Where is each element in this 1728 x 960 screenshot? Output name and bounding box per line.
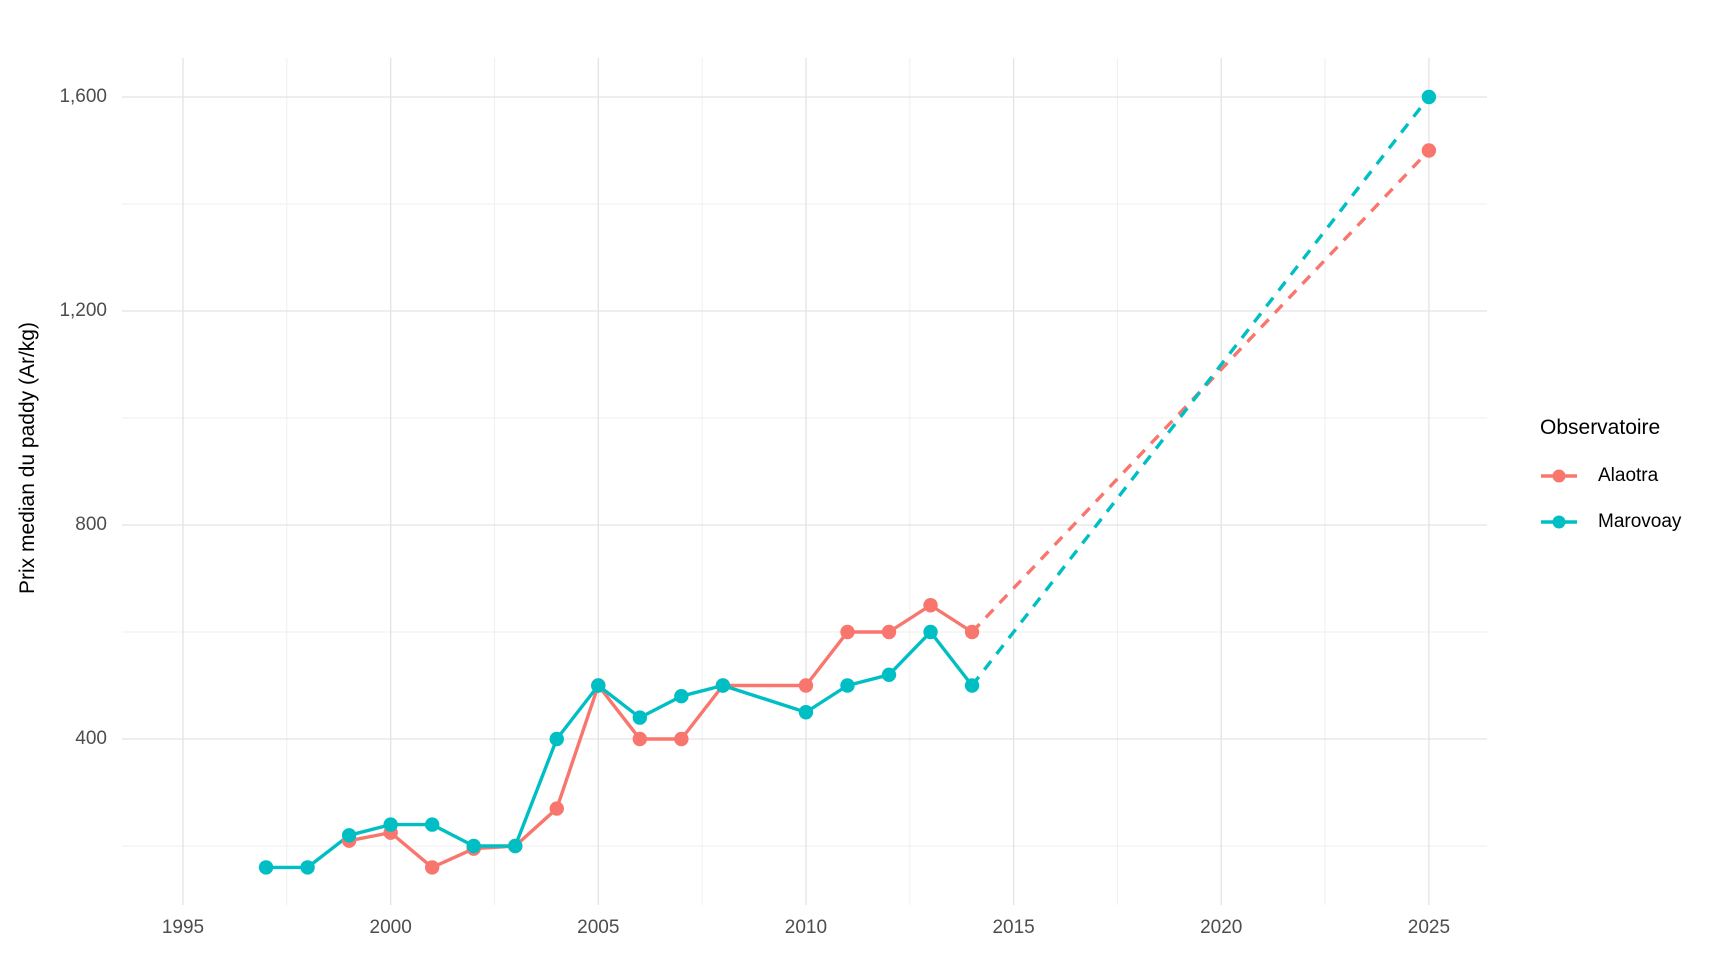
- legend-label-marovoay: Marovoay: [1598, 511, 1682, 532]
- x-axis-tick-labels: 1995 2000 2005 2010 2015 2020 2025: [162, 917, 1450, 938]
- y-tick-label: 1,600: [59, 86, 107, 107]
- legend-item-marovoay: Marovoay: [1540, 508, 1681, 536]
- x-tick-label: 2000: [370, 917, 412, 938]
- legend-label-alaotra: Alaotra: [1598, 465, 1659, 486]
- series-line-alaotra: [348, 149, 1431, 870]
- y-axis-title: Prix median du paddy (Ar/kg): [16, 322, 39, 594]
- legend: Observatoire Alaotra Marovoay: [1540, 416, 1681, 554]
- x-tick-label: 2005: [577, 917, 619, 938]
- y-tick-label: 400: [75, 728, 107, 749]
- series-line-marovoay: [266, 95, 1431, 870]
- x-tick-label: 2020: [1200, 917, 1242, 938]
- y-tick-label: 1,200: [59, 300, 107, 321]
- legend-title: Observatoire: [1540, 416, 1661, 439]
- legend-key-marovoay-icon: [1541, 515, 1577, 529]
- x-tick-label: 1995: [162, 917, 204, 938]
- gridlines-major: [122, 58, 1487, 905]
- gridlines-minor: [122, 58, 1487, 905]
- legend-item-alaotra: Alaotra: [1540, 462, 1681, 490]
- x-tick-label: 2025: [1408, 917, 1450, 938]
- x-tick-label: 2010: [785, 917, 827, 938]
- x-tick-label: 2015: [992, 917, 1034, 938]
- y-tick-label: 800: [75, 514, 107, 535]
- series-points-marovoay: [258, 89, 1437, 875]
- legend-key-alaotra-icon: [1541, 469, 1577, 483]
- y-axis-tick-labels: 400 800 1,200 1,600: [59, 86, 107, 749]
- series-points-alaotra: [341, 143, 1437, 875]
